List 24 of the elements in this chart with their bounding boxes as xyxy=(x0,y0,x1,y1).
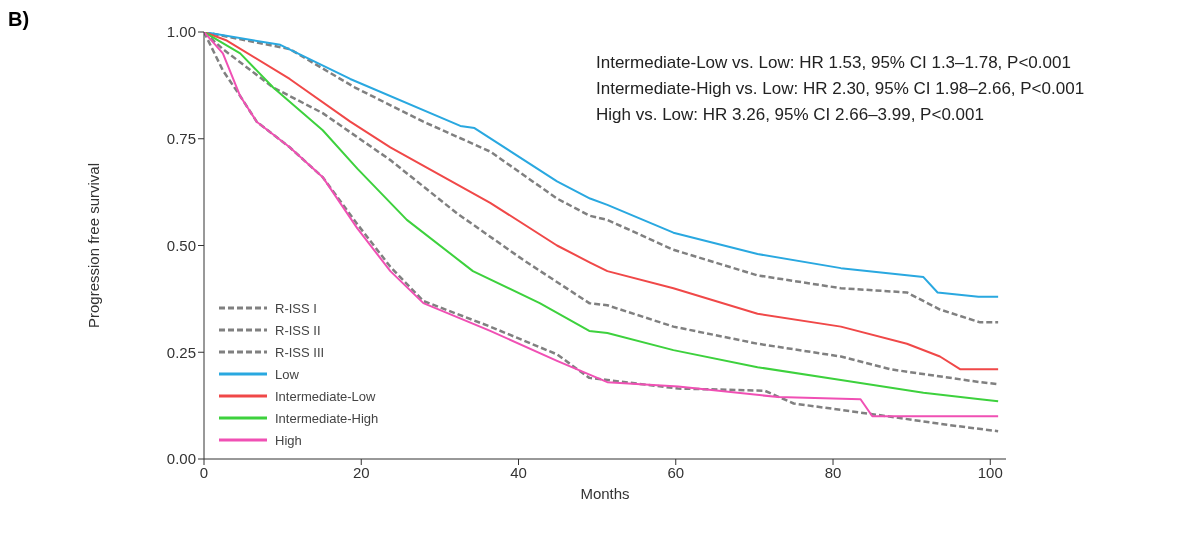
y-tick-label: 1.00 xyxy=(166,23,196,41)
legend-label: Low xyxy=(275,366,299,382)
x-tick-label: 80 xyxy=(824,463,842,481)
x-tick-label: 60 xyxy=(667,463,685,481)
annotation: High vs. Low: HR 3.26, 95% CI 2.66–3.99, P<0.001 xyxy=(596,104,985,126)
text: B) xyxy=(8,8,30,31)
legend-label: R-ISS II xyxy=(275,322,321,338)
x-tick-label: 100 xyxy=(977,463,1003,481)
x-tick-label: 20 xyxy=(352,463,370,481)
annotation: Intermediate-High vs. Low: HR 2.30, 95% CI 1.98–2.66, P<0.001 xyxy=(596,78,1085,100)
x-tick-label: 40 xyxy=(510,463,527,481)
legend-label: High xyxy=(275,432,302,448)
x-tick-label: 0 xyxy=(199,463,209,481)
x-axis-title: Months xyxy=(580,485,630,502)
legend-label: R-ISS III xyxy=(275,344,325,360)
y-tick-label: 0.25 xyxy=(166,343,196,361)
legend-label: Intermediate-High xyxy=(275,410,379,426)
annotation: Intermediate-Low vs. Low: HR 1.53, 95% CI 1.3–1.78, P<0.001 xyxy=(596,52,1072,74)
y-tick-label: 0.50 xyxy=(166,236,196,254)
y-tick-label: 0.00 xyxy=(166,450,196,468)
y-tick-label: 0.75 xyxy=(166,130,196,148)
y-axis-title: Progression free survival xyxy=(85,162,103,329)
legend-label: Intermediate-Low xyxy=(275,388,376,404)
legend-label: R-ISS I xyxy=(275,300,317,316)
